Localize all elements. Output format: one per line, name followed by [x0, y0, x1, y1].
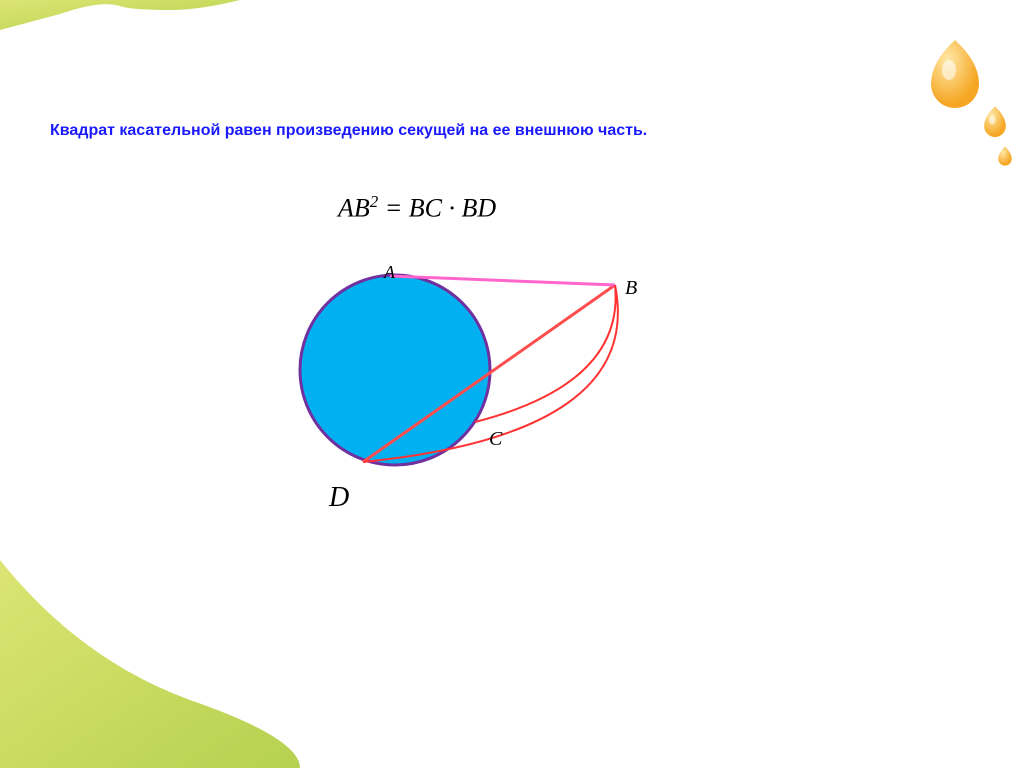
formula-rhs-a: BC [409, 194, 442, 223]
droplet-small-1 [984, 107, 1006, 138]
formula-lhs-var: AB [338, 194, 370, 223]
geometry-diagram [275, 230, 735, 610]
formula-rhs-b: BD [462, 194, 497, 223]
point-label-d: D [329, 482, 349, 514]
point-label-b: B [625, 277, 637, 300]
point-label-c: C [489, 428, 502, 451]
droplet-small-2 [998, 147, 1011, 166]
formula: AB2 = BC · BD [338, 192, 496, 224]
formula-lhs-exp: 2 [370, 192, 378, 211]
theorem-title: Квадрат касательной равен произведению с… [50, 122, 647, 140]
formula-eq: = [378, 194, 409, 223]
droplet-large [931, 40, 979, 108]
point-label-a: A [384, 262, 395, 283]
formula-dot: · [442, 194, 462, 223]
corner-bottom-left [0, 560, 300, 768]
corner-top-left [0, 0, 240, 30]
